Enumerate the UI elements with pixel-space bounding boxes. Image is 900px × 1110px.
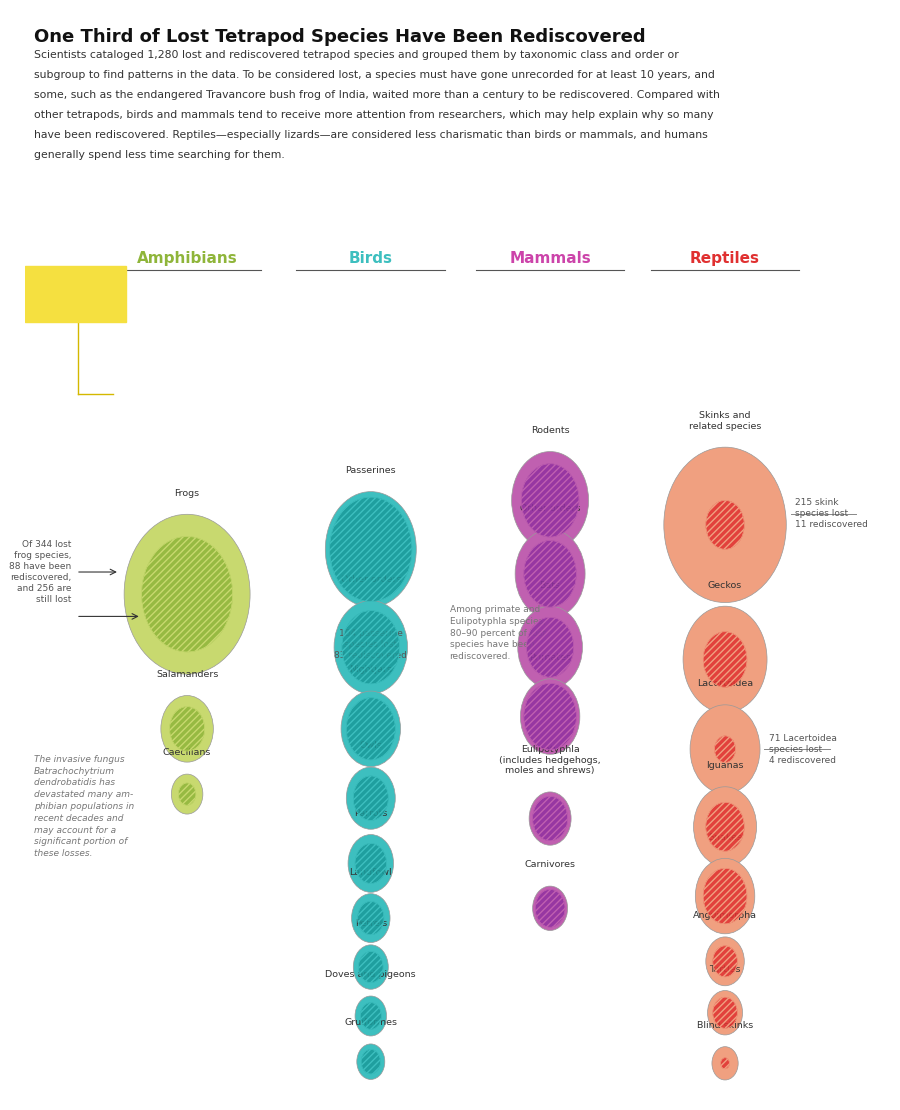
Circle shape	[713, 997, 737, 1028]
Circle shape	[703, 868, 747, 924]
Circle shape	[524, 684, 576, 750]
Circle shape	[713, 946, 737, 977]
Circle shape	[169, 707, 204, 751]
Circle shape	[706, 803, 744, 851]
Text: Lacertoidea: Lacertoidea	[697, 679, 753, 688]
Circle shape	[357, 901, 384, 935]
Circle shape	[526, 617, 573, 677]
Text: Amphibians: Amphibians	[137, 251, 238, 266]
Text: Parrots: Parrots	[354, 809, 388, 818]
Text: Gruiformes: Gruiformes	[345, 1018, 397, 1027]
Circle shape	[329, 497, 412, 602]
Text: One Third of Lost Tetrapod Species Have Been Rediscovered: One Third of Lost Tetrapod Species Have …	[34, 28, 645, 46]
Circle shape	[356, 996, 386, 1036]
Circle shape	[515, 529, 585, 618]
Text: Skinks and
related species: Skinks and related species	[688, 411, 761, 431]
Text: Bats: Bats	[540, 581, 561, 589]
Circle shape	[334, 601, 408, 694]
Circle shape	[354, 945, 388, 989]
Text: 215 skink
species lost
11 rediscovered: 215 skink species lost 11 rediscovered	[795, 498, 868, 529]
Text: Petrels: Petrels	[355, 919, 387, 928]
Circle shape	[341, 692, 400, 767]
Circle shape	[325, 492, 417, 607]
Circle shape	[664, 447, 787, 603]
Circle shape	[360, 1002, 382, 1029]
Circle shape	[703, 632, 747, 687]
Circle shape	[529, 791, 572, 845]
Text: Among primate and
Eulipotyphla species,
80–90 percent of lost
species have been
: Among primate and Eulipotyphla species, …	[449, 605, 545, 662]
Text: Passerines: Passerines	[346, 466, 396, 475]
Circle shape	[356, 1043, 385, 1079]
Circle shape	[354, 776, 388, 820]
Circle shape	[352, 894, 390, 942]
Circle shape	[361, 1049, 381, 1073]
FancyBboxPatch shape	[25, 266, 126, 322]
Circle shape	[536, 889, 565, 927]
Text: Blind skinks: Blind skinks	[697, 1021, 753, 1030]
Text: Birds: Birds	[349, 251, 392, 266]
Text: Nightjars: Nightjars	[349, 665, 392, 675]
Text: Turtles: Turtles	[709, 965, 741, 973]
Circle shape	[712, 1047, 738, 1080]
Circle shape	[171, 774, 202, 814]
Text: Salamanders: Salamanders	[156, 669, 219, 679]
Text: Anguimorpha: Anguimorpha	[693, 911, 757, 920]
Text: subgroup to find patterns in the data. To be considered lost, a species must hav: subgroup to find patterns in the data. T…	[34, 70, 715, 80]
Text: HOW TO READ
THE GRAPHIC: HOW TO READ THE GRAPHIC	[37, 282, 110, 302]
Text: Primates: Primates	[529, 653, 572, 663]
Text: The invasive fungus
Batrachochytrium
dendrobatidis has
devastated many am-
phibi: The invasive fungus Batrachochytrium den…	[34, 755, 134, 858]
Circle shape	[346, 698, 395, 760]
Circle shape	[348, 835, 393, 892]
Circle shape	[524, 541, 576, 607]
Circle shape	[518, 606, 582, 688]
Text: Mammals: Mammals	[509, 251, 591, 266]
Circle shape	[521, 464, 579, 537]
Text: Owls: Owls	[359, 741, 382, 750]
Circle shape	[520, 679, 580, 755]
Circle shape	[124, 514, 250, 674]
Text: other tetrapods, birds and mammals tend to receive more attention from researche: other tetrapods, birds and mammals tend …	[34, 110, 714, 120]
Circle shape	[707, 990, 742, 1035]
Text: 71 Lacertoidea
species lost
4 rediscovered: 71 Lacertoidea species lost 4 rediscover…	[769, 734, 837, 765]
Text: Of 344 lost
frog species,
88 have been
rediscovered,
and 256 are
still lost: Of 344 lost frog species, 88 have been r…	[9, 539, 72, 604]
Circle shape	[141, 536, 232, 652]
Circle shape	[511, 452, 589, 549]
Circle shape	[342, 610, 400, 684]
Circle shape	[358, 951, 383, 982]
Text: Scientists cataloged 1,280 lost and rediscovered tetrapod species and grouped th: Scientists cataloged 1,280 lost and redi…	[34, 50, 679, 60]
Circle shape	[346, 767, 395, 829]
Text: Landfowl: Landfowl	[349, 868, 392, 877]
Text: Geckos: Geckos	[708, 581, 742, 589]
Text: Snakes: Snakes	[708, 832, 742, 841]
Text: Other orders: Other orders	[340, 575, 401, 584]
Circle shape	[533, 796, 568, 840]
Circle shape	[533, 886, 568, 930]
Circle shape	[690, 705, 760, 794]
Circle shape	[356, 844, 386, 884]
Circle shape	[178, 783, 196, 805]
Circle shape	[706, 937, 744, 986]
Text: Carnivores: Carnivores	[525, 860, 576, 869]
Text: Iguanas: Iguanas	[706, 761, 743, 770]
Circle shape	[683, 606, 767, 713]
Circle shape	[696, 858, 755, 934]
Circle shape	[715, 736, 735, 763]
Text: Caecilians: Caecilians	[163, 748, 212, 757]
Circle shape	[161, 696, 213, 763]
Text: Other orders: Other orders	[520, 504, 580, 513]
Circle shape	[694, 787, 757, 867]
Text: generally spend less time searching for them.: generally spend less time searching for …	[34, 150, 284, 160]
Circle shape	[706, 501, 744, 549]
Text: have been rediscovered. Reptiles—especially lizards—are considered less charisma: have been rediscovered. Reptiles—especia…	[34, 130, 707, 140]
Text: 104 passerine
species lost
83 rediscovered: 104 passerine species lost 83 rediscover…	[335, 629, 407, 660]
Text: some, such as the endangered Travancore bush frog of India, waited more than a c: some, such as the endangered Travancore …	[34, 90, 720, 100]
Text: Frogs: Frogs	[175, 488, 200, 497]
Text: Reptiles: Reptiles	[690, 251, 760, 266]
Circle shape	[721, 1058, 729, 1069]
Text: Eulipotyphla
(includes hedgehogs,
moles and shrews): Eulipotyphla (includes hedgehogs, moles …	[500, 746, 601, 775]
Text: Rodents: Rodents	[531, 426, 570, 435]
Text: Doves and pigeons: Doves and pigeons	[326, 970, 416, 979]
